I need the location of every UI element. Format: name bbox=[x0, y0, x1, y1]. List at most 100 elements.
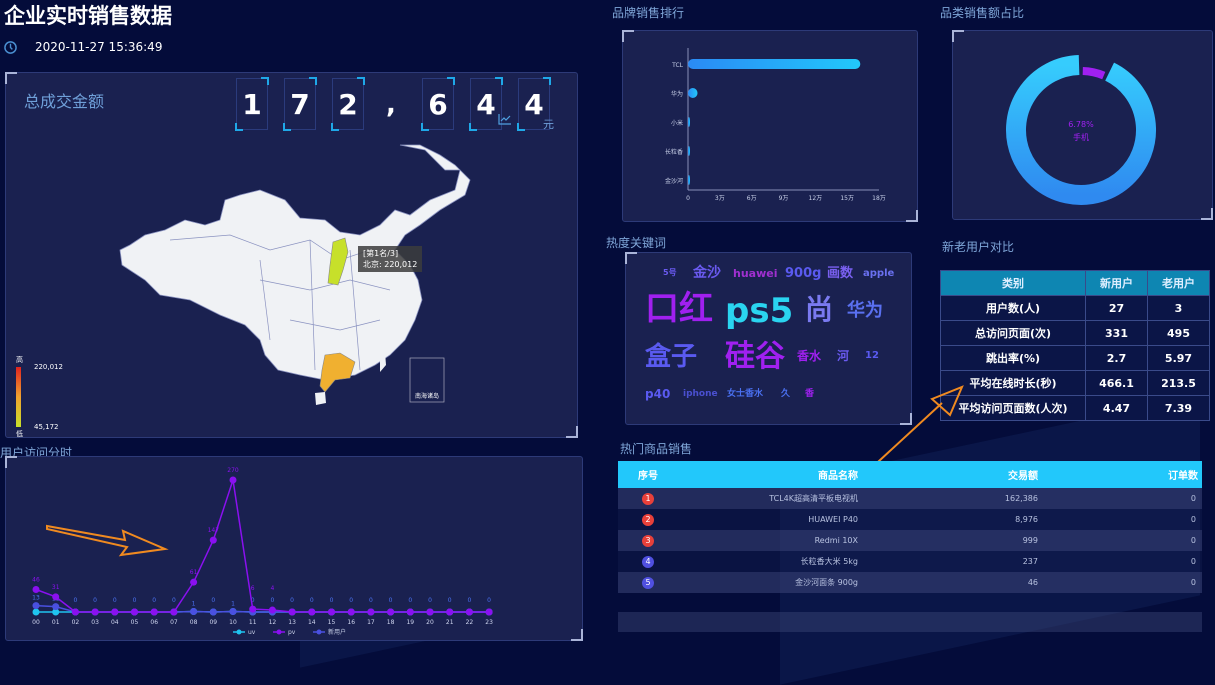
donut-center-value: 6.78% bbox=[1068, 120, 1094, 129]
keyword[interactable]: 香水 bbox=[797, 350, 821, 362]
data-point bbox=[131, 609, 138, 616]
x-tick-label: 06 bbox=[150, 619, 158, 626]
keyword[interactable]: 香 bbox=[805, 390, 814, 399]
data-point bbox=[328, 609, 335, 616]
keyword[interactable]: iphone bbox=[683, 390, 718, 399]
keyword[interactable]: 女士香水 bbox=[727, 390, 763, 399]
data-point bbox=[427, 609, 434, 616]
keyword[interactable]: 河 bbox=[837, 350, 849, 362]
data-label: 0 bbox=[93, 597, 97, 604]
legend-gradient-bar[interactable] bbox=[16, 367, 21, 427]
data-label: 0 bbox=[211, 597, 215, 604]
keyword[interactable]: 硅谷 bbox=[725, 342, 785, 372]
table-cell: 46 bbox=[858, 572, 1038, 593]
keyword[interactable]: huawei bbox=[733, 268, 777, 279]
table-cell: 162,386 bbox=[858, 488, 1038, 509]
keyword[interactable]: 口红 bbox=[645, 292, 713, 326]
keyword[interactable]: 久 bbox=[781, 390, 790, 399]
data-label: 0 bbox=[389, 597, 393, 604]
data-label: 0 bbox=[408, 597, 412, 604]
table-cell: 5 bbox=[618, 572, 678, 593]
table-cell: 8,976 bbox=[858, 509, 1038, 530]
table-cell: 5.97 bbox=[1148, 346, 1210, 371]
chart-icon[interactable] bbox=[498, 113, 512, 125]
table-cell: 0 bbox=[1038, 572, 1202, 593]
keyword[interactable]: 金沙 bbox=[693, 266, 721, 280]
map-visual-legend[interactable]: 高 220,012 45,172 低 bbox=[16, 355, 23, 365]
map-region-highlight-south bbox=[320, 353, 355, 392]
x-tick-label: 18 bbox=[387, 619, 395, 626]
counter-digit: 6 bbox=[422, 78, 454, 130]
bar bbox=[688, 146, 690, 156]
data-point bbox=[230, 608, 237, 615]
table-cell: 0 bbox=[1038, 530, 1202, 551]
page-title: 企业实时销售数据 bbox=[4, 0, 172, 30]
donut-center-name: 手机 bbox=[1073, 132, 1089, 142]
x-tick-label: 05 bbox=[131, 619, 139, 626]
keyword[interactable]: apple bbox=[863, 269, 894, 279]
data-label: 0 bbox=[349, 597, 353, 604]
x-tick-label: 3万 bbox=[715, 195, 725, 202]
legend-marker bbox=[277, 630, 282, 635]
x-tick-label: 09 bbox=[209, 619, 217, 626]
bar bbox=[688, 175, 690, 185]
keyword[interactable]: 5号 bbox=[663, 269, 677, 277]
data-point bbox=[72, 609, 79, 616]
table-cell: 999 bbox=[858, 530, 1038, 551]
data-point bbox=[230, 477, 237, 484]
data-point bbox=[52, 593, 59, 600]
data-point bbox=[190, 608, 197, 615]
table-cell: 总访问页面(次) bbox=[941, 321, 1086, 346]
keyword[interactable]: p40 bbox=[645, 388, 670, 400]
x-tick-label: 00 bbox=[32, 619, 40, 626]
keywords-title: 热度关键词 bbox=[606, 234, 666, 251]
data-label: 0 bbox=[172, 597, 176, 604]
table-cell: 0 bbox=[1038, 488, 1202, 509]
users-title: 新老用户对比 bbox=[942, 238, 1014, 255]
table-cell: 4 bbox=[618, 551, 678, 572]
x-tick-label: 23 bbox=[485, 619, 493, 626]
keyword[interactable]: 盒子 bbox=[645, 344, 697, 370]
table-cell: 213.5 bbox=[1148, 371, 1210, 396]
clock-icon bbox=[4, 41, 17, 54]
data-point bbox=[52, 603, 59, 610]
tooltip-value: 北京: 220,012 bbox=[363, 259, 417, 270]
table-cell: 0 bbox=[1038, 551, 1202, 572]
x-tick-label: 18万 bbox=[872, 195, 886, 202]
tooltip-rank: [第1名/3] bbox=[363, 248, 417, 259]
data-point bbox=[446, 609, 453, 616]
data-point bbox=[33, 602, 40, 609]
data-label: 46 bbox=[32, 577, 40, 584]
legend-high-label: 高 bbox=[16, 355, 23, 365]
bar-category-label: 华为 bbox=[671, 90, 683, 98]
datetime-text: 2020-11-27 15:36:49 bbox=[35, 40, 162, 54]
bar bbox=[688, 59, 860, 69]
x-tick-label: 11 bbox=[249, 619, 257, 626]
x-tick-label: 03 bbox=[91, 619, 99, 626]
counter-digit: 7 bbox=[284, 78, 316, 130]
map-tooltip: [第1名/3] 北京: 220,012 bbox=[358, 246, 422, 272]
keyword[interactable]: ps5 bbox=[725, 294, 793, 328]
keyword[interactable]: 900g bbox=[785, 267, 821, 280]
brand-title: 品牌销售排行 bbox=[612, 4, 684, 21]
keyword[interactable]: 华为 bbox=[847, 302, 883, 320]
keyword[interactable]: 画数 bbox=[827, 267, 853, 280]
china-map[interactable]: 南海诸岛 bbox=[110, 140, 480, 415]
keyword[interactable]: 12 bbox=[865, 351, 879, 361]
counter-digit: 2 bbox=[332, 78, 364, 130]
col-header: 订单数 bbox=[1038, 461, 1202, 488]
category-title: 品类销售额占比 bbox=[940, 4, 1024, 21]
keyword[interactable]: 尚 bbox=[805, 296, 833, 324]
table-scroll-area[interactable] bbox=[618, 612, 1202, 632]
data-point bbox=[210, 609, 217, 616]
x-tick-label: 20 bbox=[426, 619, 434, 626]
datetime: 2020-11-27 15:36:49 bbox=[4, 40, 162, 54]
bar-category-label: 长粒香 bbox=[665, 148, 683, 156]
bar bbox=[688, 117, 690, 127]
